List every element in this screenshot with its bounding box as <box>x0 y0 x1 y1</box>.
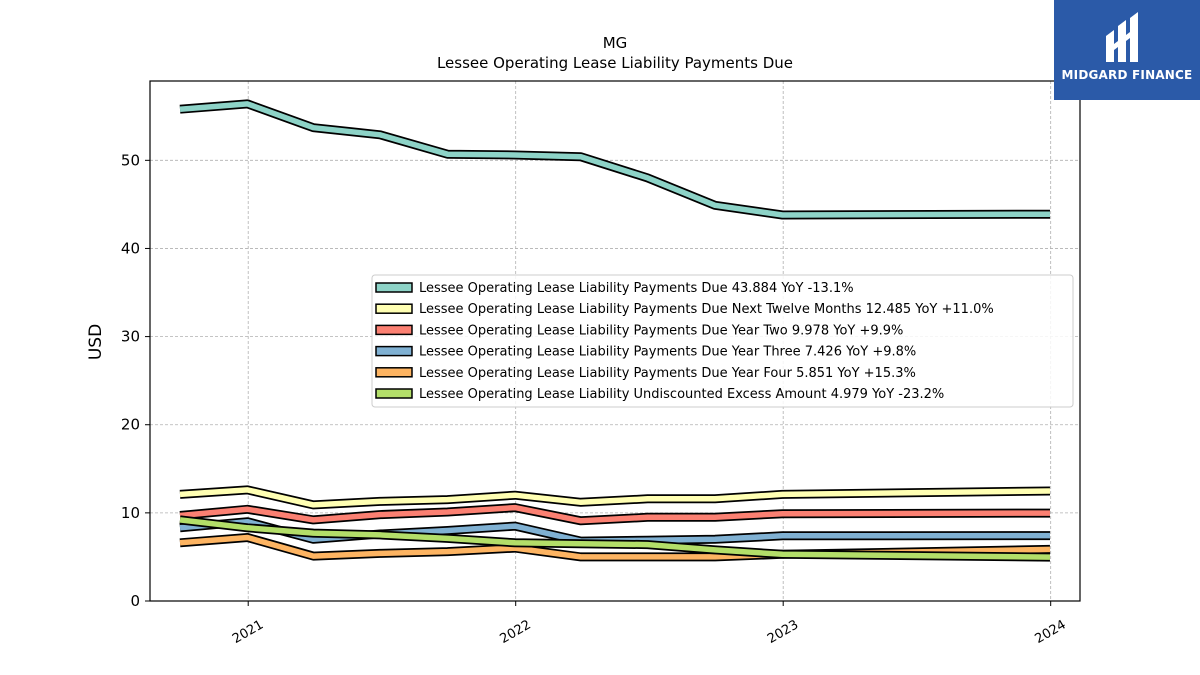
y-tick-label: 0 <box>130 592 140 610</box>
midgard-logo-mark-icon <box>1106 12 1138 62</box>
chart-title: MG <box>603 34 628 52</box>
y-axis: 0 10 20 30 40 50 <box>121 151 150 610</box>
plot-frame <box>149 80 1081 602</box>
x-axis: 2021 2022 2023 2024 <box>230 601 1069 647</box>
chart-subtitle: Lessee Operating Lease Liability Payment… <box>437 54 793 72</box>
legend-swatch-5 <box>375 367 413 378</box>
series-line-1 <box>179 101 1051 218</box>
legend: Lessee Operating Lease Liability Payment… <box>371 274 1074 408</box>
legend-swatch-6 <box>375 388 413 399</box>
y-axis-label: USD <box>86 324 106 360</box>
series-line-3 <box>179 504 1051 524</box>
logo-text: MIDGARD FINANCE <box>1061 68 1193 82</box>
x-tick-label: 2024 <box>1033 617 1069 647</box>
series-lines <box>179 99 1051 562</box>
legend-label-1: Lessee Operating Lease Liability Payment… <box>419 281 854 296</box>
x-tick-label: 2023 <box>765 617 801 647</box>
legend-swatch-1 <box>375 282 413 293</box>
legend-label-2: Lessee Operating Lease Liability Payment… <box>419 302 994 317</box>
legend-swatch-2 <box>375 303 413 314</box>
x-tick-label: 2022 <box>498 617 534 647</box>
series-line-6 <box>179 517 1051 560</box>
legend-swatch-3 <box>375 324 413 336</box>
y-tick-label: 50 <box>121 151 140 169</box>
midgard-finance-logo: MIDGARD FINANCE <box>1054 0 1200 100</box>
series-line-2 <box>179 487 1051 508</box>
series-line-5 <box>179 534 1051 560</box>
y-tick-label: 10 <box>121 504 140 522</box>
x-tick-label: 2021 <box>230 617 266 647</box>
legend-label-6: Lessee Operating Lease Liability Undisco… <box>419 387 944 402</box>
legend-box <box>371 274 1074 408</box>
legend-label-4: Lessee Operating Lease Liability Payment… <box>419 345 916 360</box>
legend-swatch-4 <box>375 345 413 357</box>
y-tick-label: 30 <box>121 328 140 346</box>
y-tick-label: 20 <box>121 416 140 434</box>
y-tick-label: 40 <box>121 239 140 257</box>
series-outline-1 <box>179 99 1051 220</box>
legend-label-3: Lessee Operating Lease Liability Payment… <box>419 323 903 338</box>
legend-label-5: Lessee Operating Lease Liability Payment… <box>419 366 916 381</box>
